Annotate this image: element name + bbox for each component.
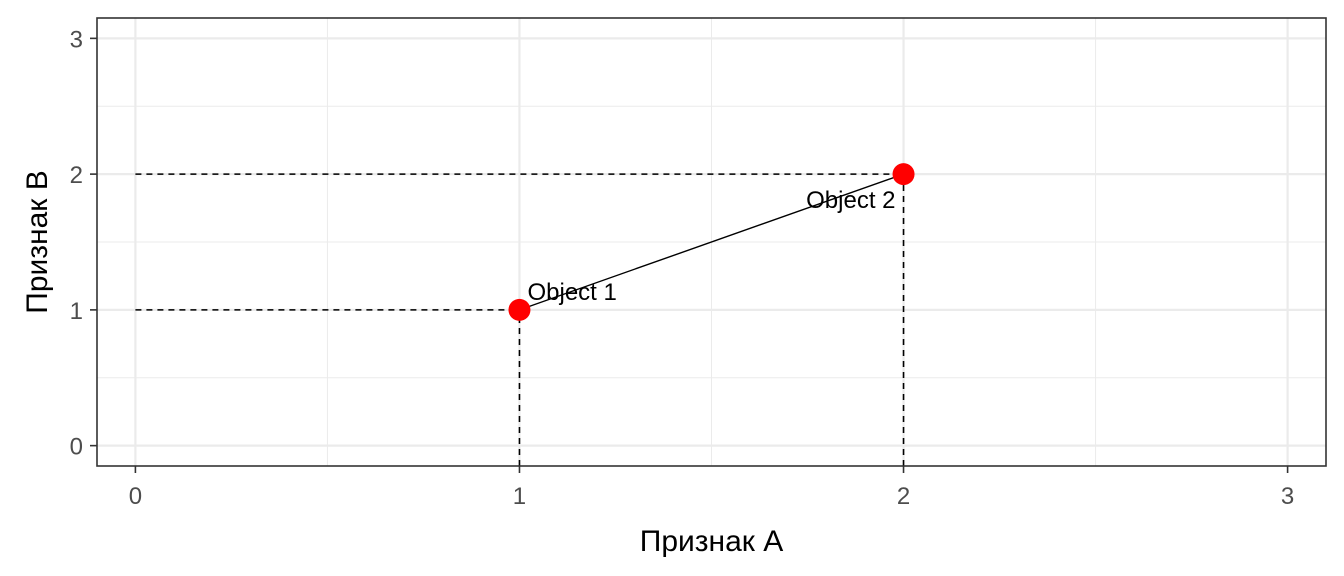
y-tick-label: 3 xyxy=(70,26,83,53)
y-tick-label: 1 xyxy=(70,298,83,325)
x-axis: 0 1 2 3 xyxy=(129,466,1294,510)
data-point xyxy=(892,163,915,186)
connecting-segments xyxy=(519,173,904,311)
x-tick-label: 1 xyxy=(513,483,526,510)
data-point xyxy=(508,298,531,321)
x-tick-label: 2 xyxy=(897,483,910,510)
point-labels: Object 1 Object 2 xyxy=(527,187,895,306)
panel-border xyxy=(96,17,1327,467)
x-tick-label: 3 xyxy=(1281,483,1294,510)
y-tick-label: 0 xyxy=(70,434,83,461)
y-tick-label: 2 xyxy=(70,162,83,189)
y-axis-title: Признак B xyxy=(21,170,54,313)
point-label: Object 1 xyxy=(527,279,616,306)
data-points xyxy=(508,163,915,321)
y-axis: 0 1 2 3 xyxy=(70,26,97,461)
guide-lines xyxy=(135,173,905,466)
x-axis-title: Признак А xyxy=(640,525,783,558)
connecting-segment xyxy=(519,173,904,311)
point-label: Object 2 xyxy=(806,187,895,214)
x-tick-label: 0 xyxy=(129,483,142,510)
